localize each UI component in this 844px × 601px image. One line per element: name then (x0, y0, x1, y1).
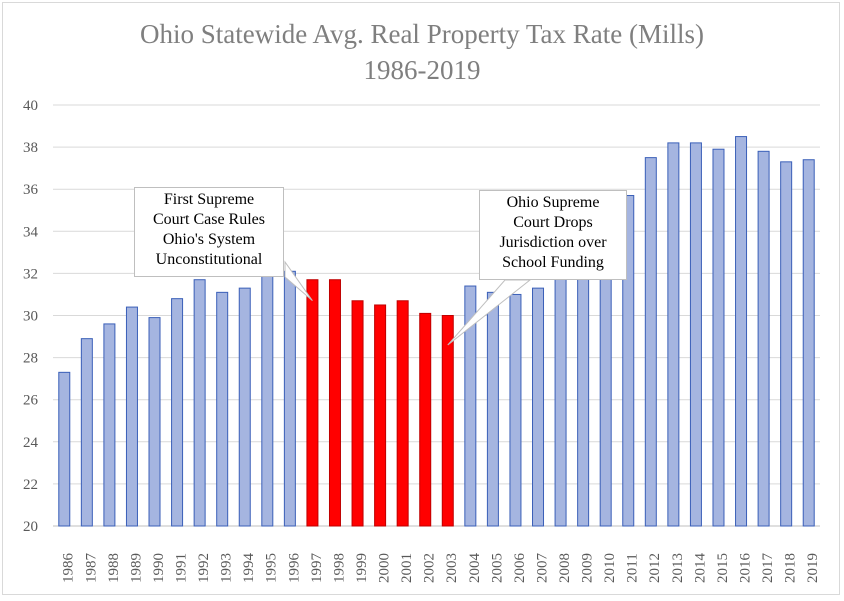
x-tick-label: 1987 (83, 553, 99, 584)
x-tick-label: 2002 (422, 553, 438, 583)
bar (103, 323, 116, 527)
bar (780, 161, 793, 527)
bar (148, 317, 161, 527)
bar (599, 262, 612, 527)
bar (80, 338, 93, 527)
y-tick-label: 36 (23, 182, 39, 198)
x-tick-label: 2015 (715, 553, 731, 583)
x-tick-label: 1992 (196, 553, 212, 583)
bar (644, 157, 657, 527)
bar (374, 304, 387, 527)
bar (622, 195, 635, 527)
x-tick-label: 2004 (467, 553, 483, 584)
x-tick-label: 1998 (331, 553, 347, 583)
x-tick-label: 1999 (354, 553, 370, 583)
x-tick-label: 2014 (692, 553, 708, 584)
chart-title-main: Ohio Statewide Avg. Real Property Tax Ra… (139, 19, 705, 49)
x-tick-label: 2018 (783, 553, 799, 583)
bar (509, 293, 522, 527)
y-tick-label: 22 (23, 477, 38, 493)
bar (351, 300, 364, 527)
bar (328, 279, 341, 527)
x-tick-label: 1988 (106, 553, 122, 583)
x-tick-label: 2006 (512, 553, 528, 584)
callout-2-line-2: Court Drops (513, 214, 593, 231)
bar (712, 148, 725, 527)
x-tick-label: 2005 (489, 553, 505, 583)
x-tick-label: 2008 (557, 553, 573, 583)
bar (757, 150, 770, 527)
bar (689, 142, 702, 527)
x-tick-label: 2013 (670, 553, 686, 583)
bar (306, 279, 319, 527)
x-tick-label: 2000 (377, 553, 393, 583)
y-tick-label: 40 (23, 98, 38, 114)
bar (735, 136, 748, 527)
bar (554, 272, 567, 527)
bar (261, 275, 274, 527)
bar (419, 312, 432, 527)
x-tick-label: 2011 (625, 553, 641, 582)
x-tick-label: 2001 (399, 553, 415, 583)
x-tick-label: 2009 (580, 553, 596, 583)
bar (283, 270, 296, 527)
bar (532, 287, 545, 527)
x-tick-label: 2010 (602, 553, 618, 583)
x-tick-label: 2012 (647, 553, 663, 583)
bar (238, 287, 251, 527)
callout-1-pointer (284, 260, 313, 302)
bar (441, 315, 454, 527)
x-tick-label: 2003 (444, 553, 460, 583)
y-tick-label: 20 (23, 519, 38, 535)
bar (486, 291, 499, 527)
y-tick-label: 28 (23, 351, 38, 367)
y-tick-label: 32 (23, 266, 38, 282)
callout-1-line-2: Court Case Rules (153, 211, 265, 228)
bar (58, 371, 71, 527)
callout-1-line-4: Unconstitutional (155, 251, 263, 268)
callout-1-line-3: Ohio's System (162, 231, 256, 248)
y-tick-label: 24 (23, 435, 39, 451)
callout-1-line-1: First Supreme (163, 191, 255, 208)
callout-2-line-1: Ohio Supreme (506, 194, 600, 211)
bar (216, 291, 229, 527)
bar (193, 279, 206, 527)
callout-2-line-3: Jurisdiction over (499, 234, 607, 251)
y-tick-label: 38 (23, 140, 38, 156)
bar (171, 298, 184, 527)
x-tick-label: 2017 (760, 553, 776, 584)
annotation-callout-2: Ohio Supreme Court Drops Jurisdiction ov… (479, 190, 627, 280)
bar (125, 306, 138, 527)
x-tick-label: 1997 (309, 553, 325, 584)
bar (802, 159, 815, 527)
y-tick-label: 26 (23, 393, 39, 409)
bar (577, 268, 590, 527)
x-tick-label: 1990 (151, 553, 167, 583)
callout-2-pointer (447, 279, 532, 346)
x-tick-label: 1989 (128, 553, 144, 583)
x-tick-label: 1991 (174, 553, 190, 583)
x-tick-label: 1995 (264, 553, 280, 583)
bar (464, 285, 477, 527)
x-tick-label: 1993 (219, 553, 235, 583)
chart-subtitle: 1986-2019 (363, 55, 481, 85)
bar (667, 142, 680, 527)
y-tick-label: 30 (23, 309, 38, 325)
y-tick-label: 34 (23, 224, 39, 240)
annotation-callout-1: First Supreme Court Case Rules Ohio's Sy… (134, 187, 284, 277)
x-tick-label: 1996 (286, 553, 302, 584)
bar (396, 300, 409, 527)
x-tick-label: 2007 (534, 553, 550, 584)
x-tick-label: 2019 (805, 553, 821, 583)
x-tick-label: 1994 (241, 553, 257, 584)
x-tick-label: 2016 (737, 553, 753, 584)
x-tick-label: 1986 (61, 553, 77, 584)
callout-2-line-4: School Funding (502, 254, 604, 271)
chart-title: Ohio Statewide Avg. Real Property Tax Ra… (0, 16, 844, 88)
